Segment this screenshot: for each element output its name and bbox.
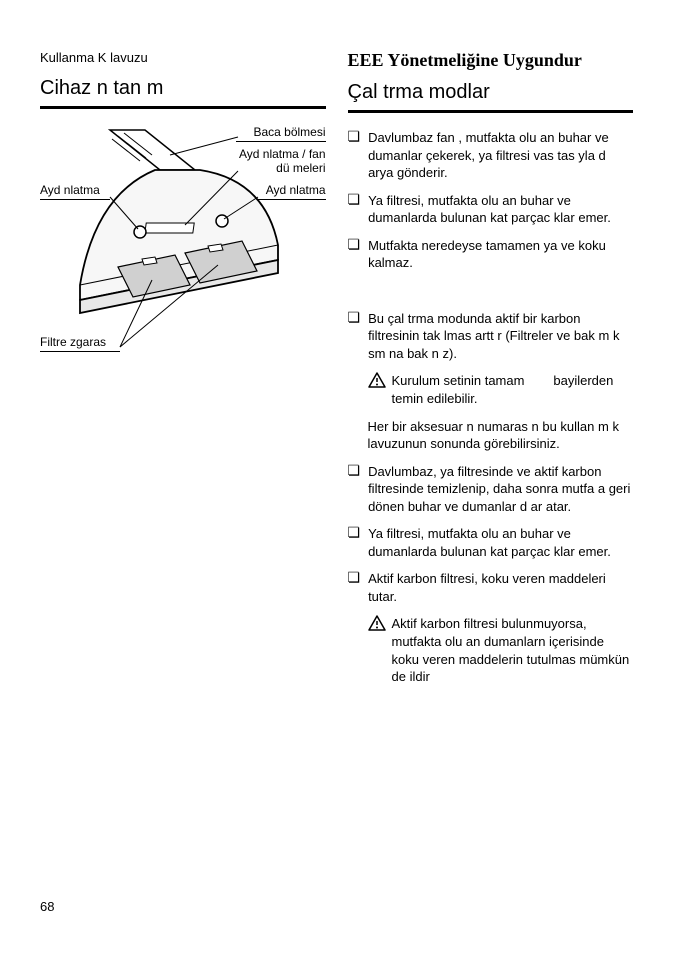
list-item: ❏Aktif karbon filtresi, koku veren madde… — [348, 570, 634, 605]
right-column: EEE Yönetmeliğine Uygundur Çal trma modl… — [348, 50, 634, 696]
warning-icon — [368, 372, 386, 393]
list-1: ❏Davlumbaz fan , mutfakta olu an buhar v… — [348, 129, 634, 272]
bullet-icon: ❏ — [348, 237, 361, 272]
bullet-icon: ❏ — [348, 310, 361, 363]
bullet-icon: ❏ — [348, 463, 361, 516]
list-item: ❏Mutfakta neredeyse tamamen ya ve koku k… — [348, 237, 634, 272]
page-number: 68 — [40, 899, 54, 914]
left-heading: Cihaz n tan m — [40, 77, 326, 100]
list-item: ❏Davlumbaz, ya filtresinde ve aktif karb… — [348, 463, 634, 516]
warning-1: Kurulum setinin tamam bayilerden temin e… — [348, 372, 634, 407]
device-diagram: Baca bölmesi Ayd nlatma / fan dü meleri … — [40, 125, 326, 385]
bullet-icon: ❏ — [348, 525, 361, 560]
list-item: ❏Davlumbaz fan , mutfakta olu an buhar v… — [348, 129, 634, 182]
bullet-icon: ❏ — [348, 570, 361, 605]
bullet-icon: ❏ — [348, 129, 361, 182]
hood-illustration — [40, 125, 330, 385]
list-item: ❏Bu çal trma modunda aktif bir karbon fi… — [348, 310, 634, 363]
list-3: ❏Davlumbaz, ya filtresinde ve aktif karb… — [348, 463, 634, 606]
left-column: Kullanma K lavuzu Cihaz n tan m Baca böl… — [40, 50, 326, 696]
warning-icon — [368, 615, 386, 636]
list-2: ❏Bu çal trma modunda aktif bir karbon fi… — [348, 310, 634, 363]
warning-2: Aktif karbon filtresi bulunmuyorsa, mutf… — [348, 615, 634, 685]
list-item: ❏Ya filtresi, mutfakta olu an buhar ve d… — [348, 525, 634, 560]
divider — [40, 106, 326, 109]
right-heading: Çal trma modlar — [348, 81, 634, 104]
bullet-icon: ❏ — [348, 192, 361, 227]
list-item: ❏Ya filtresi, mutfakta olu an buhar ve d… — [348, 192, 634, 227]
divider — [348, 110, 634, 113]
paragraph: Her bir aksesuar n numaras n bu kullan m… — [348, 418, 634, 453]
eee-heading: EEE Yönetmeliğine Uygundur — [348, 50, 634, 71]
doc-header: Kullanma K lavuzu — [40, 50, 326, 65]
